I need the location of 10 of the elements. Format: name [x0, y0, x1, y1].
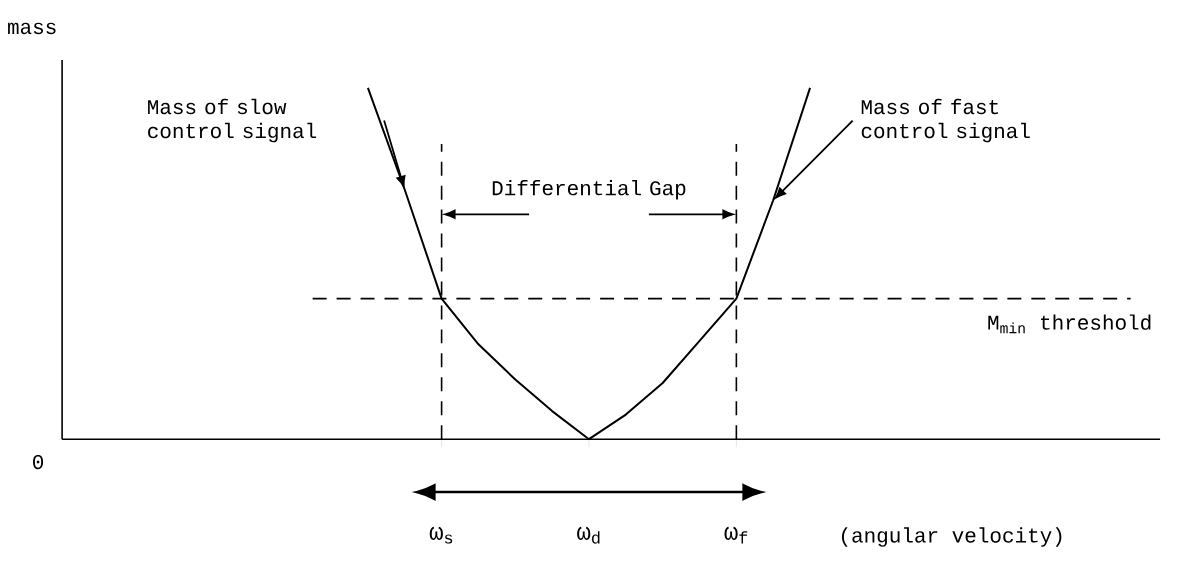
x-tick-label: ω$_{d}$ [577, 526, 600, 544]
x-tick-label: ω$_{f}$ [724, 526, 748, 544]
x-tick-label: ω$_{s}$ [429, 526, 453, 544]
y-axis-title: mass [8, 22, 56, 35]
annotation: Differential Gap [492, 179, 686, 200]
x-axis-title: (angular velocity) [841, 527, 1062, 547]
ref-line-label: M$_{min}$ threshold [988, 314, 1151, 334]
text: 0 [33, 454, 44, 470]
text: Mass of fast control signal [861, 98, 1030, 143]
text: Mass of slow control signal [148, 98, 317, 143]
